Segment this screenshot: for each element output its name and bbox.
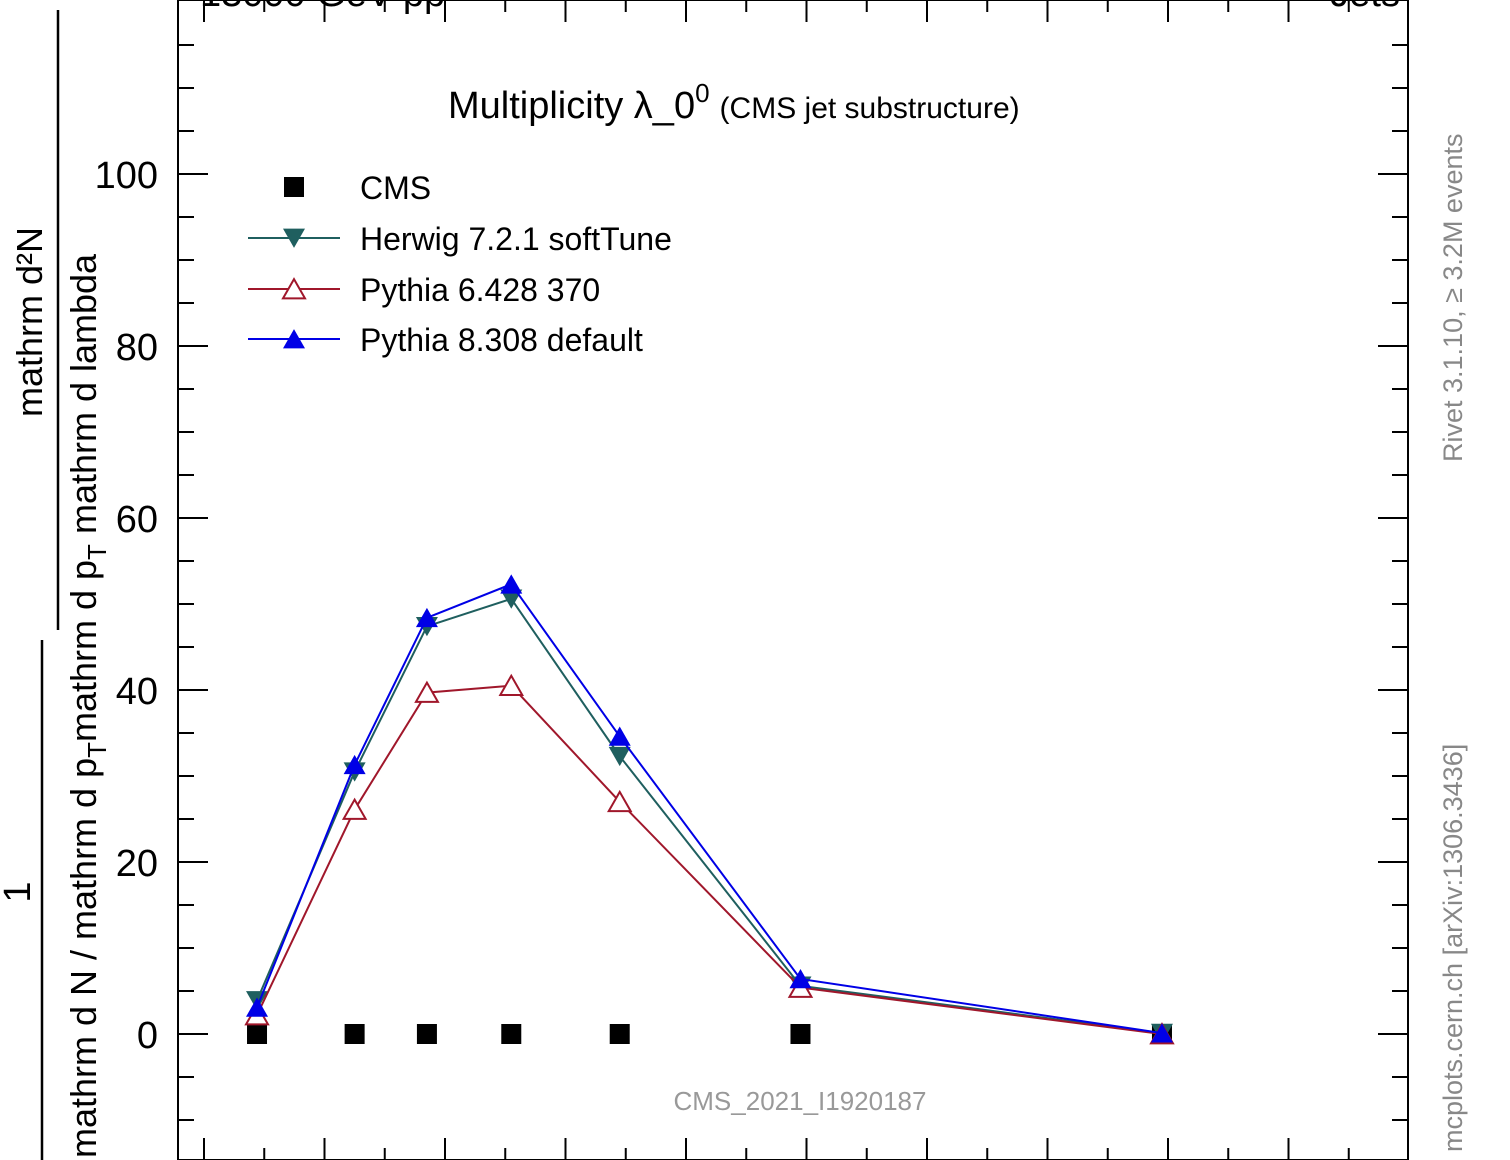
y-axis-ticks: 0 20 40 60 80 100: [95, 44, 1408, 1121]
data-point: [608, 746, 631, 767]
y-label-numerator: mathrm d²N: [9, 227, 50, 417]
series-0: [247, 1024, 1172, 1044]
header-right-label: Jets: [1330, 0, 1400, 15]
y-label-denominator-part3: mathrm d lambda: [63, 253, 104, 544]
series-2: [244, 673, 1175, 1045]
y-tick-label: 20: [116, 843, 158, 885]
plot-frame: [177, 0, 1409, 1160]
legend-marker: [283, 228, 305, 248]
legend-entry: Pythia 8.308 default: [248, 322, 643, 358]
chart-title-superscript: 0: [695, 78, 709, 108]
legend-label: Pythia 6.428 370: [360, 272, 600, 308]
data-point: [609, 1024, 630, 1044]
legend-entry: Pythia 6.428 370: [248, 272, 600, 308]
legend-marker: [284, 177, 304, 197]
legend-marker: [283, 329, 305, 349]
legend-entry: Herwig 7.2.1 softTune: [248, 221, 672, 257]
data-point: [790, 1024, 811, 1044]
data-point: [789, 969, 812, 989]
data-point: [246, 997, 269, 1017]
data-point: [247, 1024, 268, 1044]
chart-title-main: Multiplicity λ_0: [448, 85, 695, 127]
legend-marker: [281, 277, 307, 300]
data-point: [501, 1024, 522, 1044]
data-point: [344, 1024, 365, 1044]
chart-subtitle: (CMS jet substructure): [720, 92, 1020, 125]
series-line: [256, 583, 1163, 1035]
series-1: [246, 589, 1173, 1044]
data-point: [607, 789, 633, 813]
data-point: [1150, 1023, 1173, 1043]
series-line: [256, 597, 1163, 1035]
data-point: [498, 673, 524, 697]
data-point: [500, 589, 523, 609]
mcplots-label: mcplots.cern.ch [arXiv:1306.3436]: [1438, 744, 1468, 1152]
data-point: [414, 680, 440, 703]
data-point: [500, 574, 523, 594]
series-3: [246, 574, 1173, 1043]
data-point: [608, 726, 631, 746]
y-tick-label: 100: [95, 155, 158, 197]
y-tick-label: 60: [116, 499, 158, 541]
data-point: [416, 1024, 437, 1044]
data-series: [244, 574, 1175, 1045]
chart-title: Multiplicity λ_00 (CMS jet substructure): [448, 78, 1020, 127]
legend-label: CMS: [360, 170, 431, 206]
rivet-label: Rivet 3.1.10, ≥ 3.2M events: [1438, 134, 1468, 462]
y-label-denominator: mathrm d N / mathrm d pTmathrm d pT math…: [63, 253, 112, 1158]
data-point: [343, 754, 366, 775]
y-label-denominator-part1: mathrm d N / mathrm d p: [63, 758, 104, 1158]
series-line: [256, 684, 1163, 1035]
y-label-subscript-1: T: [82, 742, 112, 758]
header-left-label: 13000 GeV pp: [200, 0, 445, 15]
y-label-denominator-part2: mathrm d p: [63, 560, 104, 742]
y-label-subscript-2: T: [82, 544, 112, 560]
y-axis-label: mathrm d²N 1 mathrm d N / mathrm d pTmat…: [0, 10, 112, 1160]
data-point: [415, 607, 438, 628]
analysis-watermark: CMS_2021_I1920187: [674, 1086, 927, 1116]
x-axis-ticks: [203, 0, 1350, 1160]
y-tick-label: 0: [137, 1015, 158, 1057]
legend-label: Herwig 7.2.1 softTune: [360, 221, 672, 257]
legend-entry: CMS: [284, 170, 431, 206]
y-tick-label: 40: [116, 671, 158, 713]
legend-label: Pythia 8.308 default: [360, 322, 643, 358]
legend: CMS Herwig 7.2.1 softTune Pythia 6.428 370…: [248, 170, 672, 358]
y-label-one: 1: [0, 881, 39, 902]
data-point: [341, 797, 368, 820]
y-tick-label: 80: [116, 327, 158, 369]
